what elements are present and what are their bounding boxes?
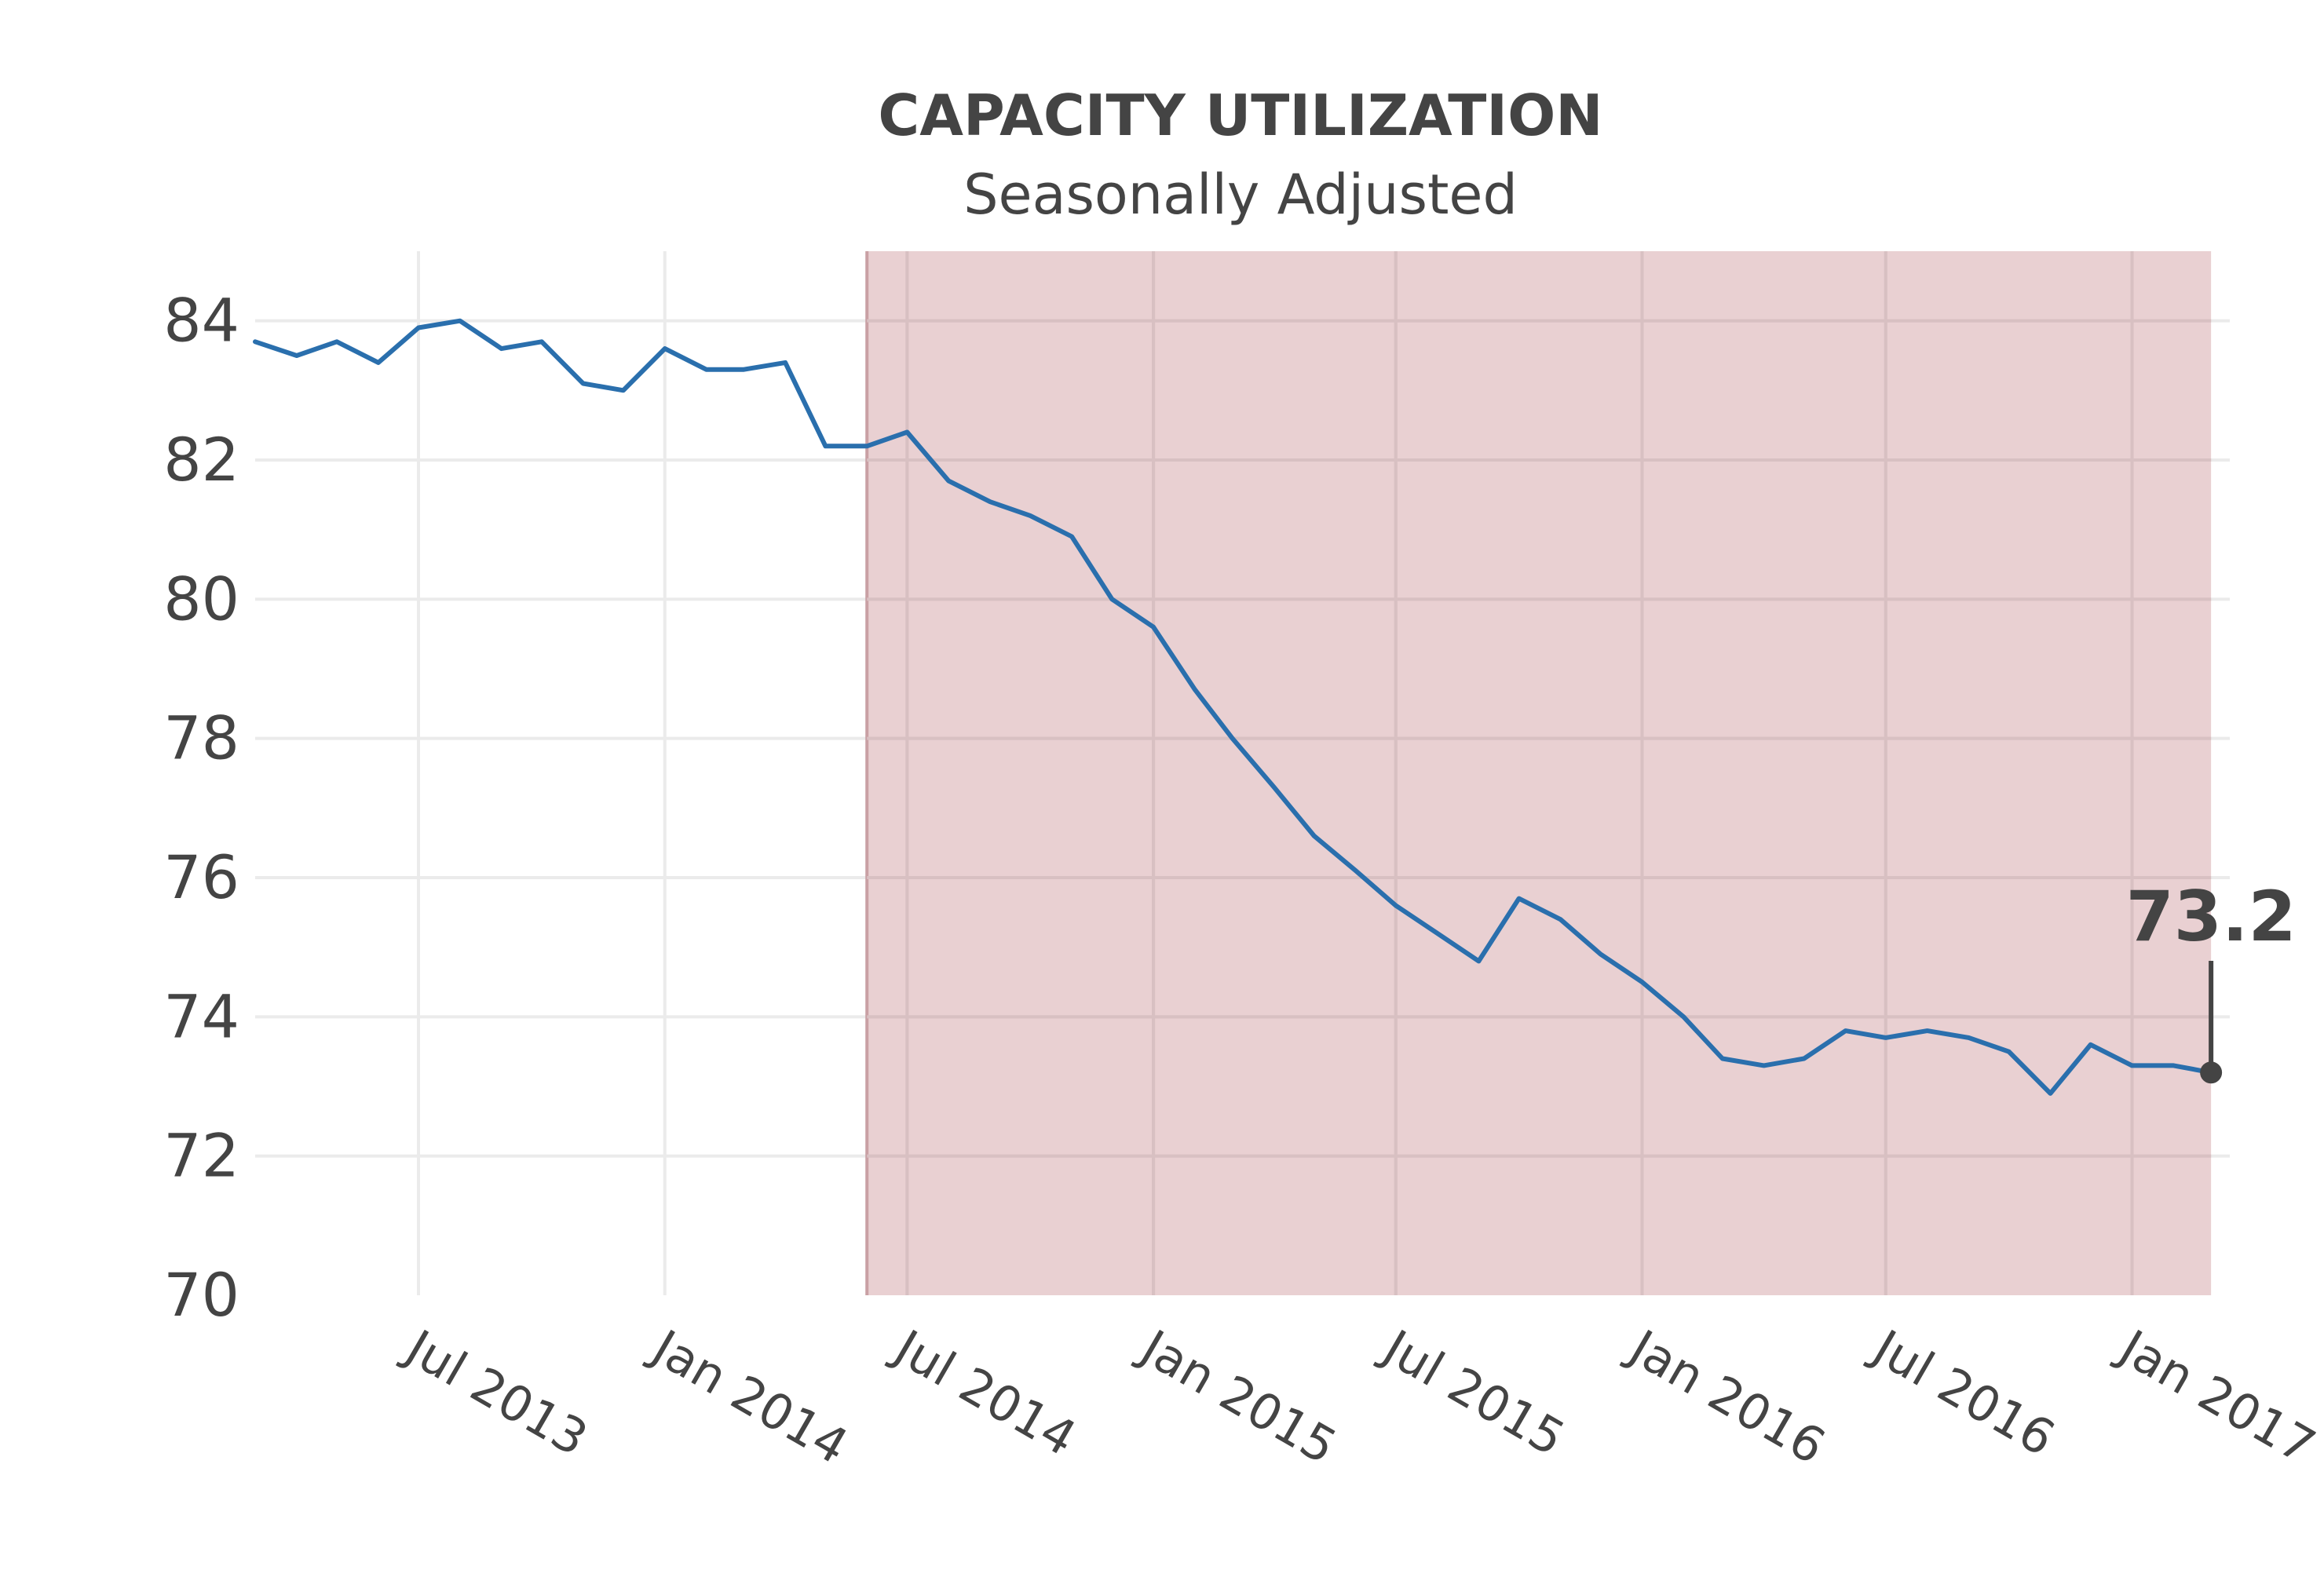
- data-point: [1722, 1058, 1723, 1060]
- y-tick-label: 72: [163, 1121, 239, 1191]
- data-point: [1194, 689, 1196, 691]
- shaded-region: [867, 251, 2212, 1295]
- x-tick-label: Jan 2014: [641, 1317, 857, 1476]
- x-tick-label: Jul 2016: [1862, 1317, 2064, 1467]
- data-point: [2008, 1051, 2010, 1053]
- data-point: [1153, 626, 1154, 628]
- y-tick-label: 82: [163, 425, 239, 495]
- x-tick-label: Jan 2015: [1129, 1317, 1346, 1476]
- data-point: [1559, 918, 1561, 920]
- y-tick-label: 70: [163, 1260, 239, 1330]
- data-point: [1029, 515, 1031, 517]
- y-tick-label: 74: [163, 981, 239, 1051]
- data-point: [1232, 738, 1233, 739]
- data-point: [1518, 898, 1520, 900]
- data-point: [906, 432, 908, 433]
- shaded-region-layer: [865, 251, 2212, 1295]
- data-point: [1763, 1064, 1765, 1066]
- data-point: [1478, 960, 1479, 962]
- data-point: [784, 362, 786, 363]
- annotation-marker: [2200, 1061, 2223, 1084]
- annotation-label: 73.2: [2126, 876, 2297, 957]
- data-point: [459, 320, 461, 322]
- data-point: [336, 341, 338, 342]
- x-axis-tick-labels: Jul 2013 Jan 2014 Jul 2014 Jan 2015 Jul 2015…: [394, 1317, 2324, 1476]
- x-tick-label: Jul 2013: [394, 1317, 597, 1467]
- data-point: [1111, 598, 1113, 600]
- chart-subtitle: Seasonally Adjusted: [963, 162, 1518, 227]
- annotation: 73.2: [2126, 876, 2297, 1084]
- chart-title: CAPACITY UTILIZATION: [878, 82, 1602, 148]
- data-point: [1600, 954, 1602, 955]
- data-point: [2172, 1064, 2174, 1066]
- series-layer: [253, 318, 2214, 1096]
- x-tick-label: Jul 2014: [882, 1317, 1085, 1467]
- x-tick-label: Jan 2017: [2108, 1317, 2324, 1476]
- data-point: [2090, 1044, 2092, 1046]
- x-tick-label: Jul 2015: [1372, 1317, 1574, 1467]
- data-point: [706, 369, 707, 371]
- data-point: [1803, 1058, 1805, 1060]
- data-point: [866, 445, 868, 447]
- data-point: [254, 341, 256, 342]
- y-tick-label: 78: [163, 703, 239, 773]
- y-tick-label: 80: [163, 564, 239, 633]
- data-point: [1641, 981, 1643, 983]
- data-point: [1395, 904, 1397, 906]
- y-axis-tick-labels: 70 72 74 76 78 80 82 84: [163, 286, 239, 1330]
- data-point: [541, 341, 543, 342]
- data-point: [824, 445, 826, 447]
- x-tick-label: Jan 2016: [1618, 1317, 1835, 1476]
- data-point: [2050, 1093, 2052, 1094]
- data-point: [1968, 1037, 1970, 1039]
- data-point: [1885, 1037, 1887, 1039]
- vertical-gridlines-over-shade: [867, 251, 2212, 1295]
- data-point: [418, 327, 419, 329]
- data-point: [948, 480, 949, 482]
- y-tick-label: 84: [163, 286, 239, 356]
- y-tick-label: 76: [163, 842, 239, 912]
